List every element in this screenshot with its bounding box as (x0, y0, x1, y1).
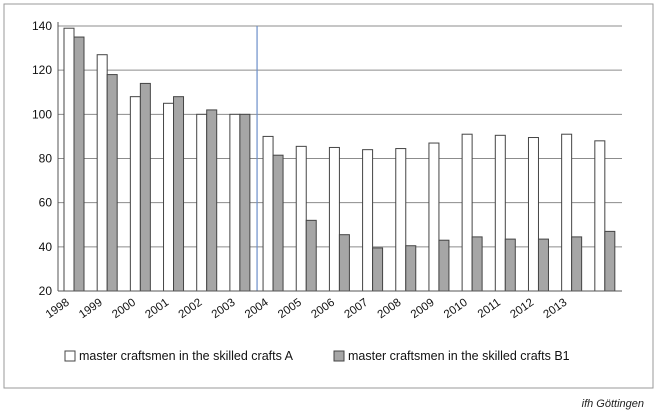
bar-series-b1 (338, 234, 350, 292)
bar-series-b1 (272, 154, 284, 292)
bar-series-b1 (139, 82, 151, 292)
bar-series-b1 (405, 245, 417, 292)
bar-series-a (395, 148, 407, 292)
y-tick-label: 60 (39, 196, 53, 210)
y-tick-label: 120 (32, 63, 52, 77)
bar-series-a (461, 133, 473, 292)
legend-swatch-b1 (333, 350, 345, 362)
bar-series-b1 (604, 230, 616, 292)
legend-label-b1: master craftsmen in the skilled crafts B… (348, 349, 570, 363)
bar-series-b1 (571, 236, 583, 292)
bar-series-a (494, 134, 506, 292)
axes (57, 22, 622, 292)
y-axis-tick-labels: 20 40 60 80 100 120 140 (32, 19, 52, 298)
bar-series-a (561, 133, 573, 292)
bar-series-b1 (73, 36, 85, 292)
bar-series-a (295, 145, 307, 292)
bar-series-a (163, 102, 175, 292)
y-tick-label: 140 (32, 19, 52, 33)
bar-series-b1 (438, 239, 450, 292)
bar-series-a (262, 135, 274, 292)
bar-series-a (527, 137, 539, 292)
y-tick-label: 20 (39, 284, 53, 298)
bar-series-a (63, 27, 75, 292)
y-tick-label: 40 (39, 240, 53, 254)
bar-series-b1 (305, 219, 317, 292)
bar-series-b1 (106, 74, 118, 292)
source-credit: ifh Göttingen (581, 398, 644, 410)
bar-series-b1 (173, 96, 185, 292)
bar-series-b1 (239, 113, 251, 292)
y-tick-label: 80 (39, 152, 53, 166)
y-tick-label: 100 (32, 107, 52, 121)
bar-series-a (229, 113, 241, 292)
bar-series-a (129, 96, 141, 292)
legend: master craftsmen in the skilled crafts A… (64, 349, 570, 363)
legend-swatch-a (64, 350, 76, 362)
bar-series-b1 (471, 236, 483, 292)
bar-series-a (196, 113, 208, 292)
legend-label-a: master craftsmen in the skilled crafts A (79, 349, 294, 363)
bar-series-b1 (504, 238, 516, 292)
bar-series-a (96, 54, 108, 292)
bar-series-b1 (206, 109, 218, 292)
bar-series-b1 (537, 238, 549, 292)
bar-series-a (594, 140, 606, 292)
bar-series-a (362, 149, 374, 292)
bar-series-a (428, 142, 440, 292)
bar-series-a (328, 146, 340, 292)
bar-series-b1 (372, 247, 384, 292)
